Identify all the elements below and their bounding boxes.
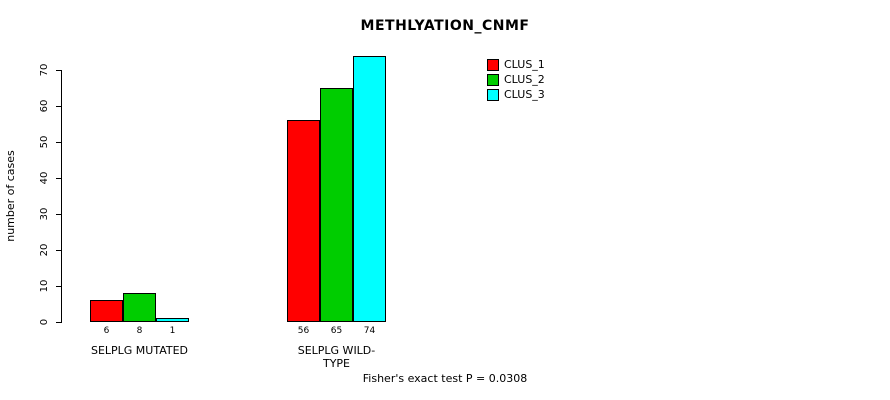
- y-tick-mark: [56, 178, 61, 179]
- bar-value-label: 8: [136, 326, 143, 336]
- legend-label: CLUS_2: [504, 73, 545, 86]
- legend-item-CLUS_1: CLUS_1: [487, 57, 545, 72]
- bar-CLUS_1: [90, 300, 123, 322]
- bar-value-label: 6: [103, 326, 110, 336]
- y-tick-mark: [56, 286, 61, 287]
- y-tick-mark: [56, 70, 61, 71]
- bar-CLUS_3: [353, 56, 386, 322]
- legend-swatch: [487, 73, 499, 86]
- y-tick-label: 20: [39, 243, 50, 257]
- legend-item-CLUS_3: CLUS_3: [487, 87, 545, 102]
- y-axis-line: [61, 70, 62, 323]
- y-tick-label: 0: [39, 318, 50, 326]
- y-tick-mark: [56, 142, 61, 143]
- x-group-label: SELPLG WILD-TYPE: [297, 344, 376, 370]
- footnote-text: Fisher's exact test P = 0.0308: [362, 372, 528, 385]
- bar-value-label: 1: [169, 326, 176, 336]
- y-tick-label: 30: [39, 207, 50, 221]
- y-tick-mark: [56, 322, 61, 323]
- y-tick-mark: [56, 106, 61, 107]
- bar-value-label: 74: [363, 326, 376, 336]
- legend-label: CLUS_1: [504, 58, 545, 71]
- y-tick-label: 10: [39, 279, 50, 293]
- y-tick-label: 60: [39, 99, 50, 113]
- chart-title: METHLYATION_CNMF: [360, 18, 530, 34]
- bar-CLUS_2: [123, 293, 156, 322]
- bar-value-label: 56: [297, 326, 310, 336]
- y-tick-label: 50: [39, 135, 50, 149]
- y-tick-mark: [56, 214, 61, 215]
- y-tick-mark: [56, 250, 61, 251]
- bar-CLUS_3: [156, 318, 189, 322]
- bar-value-label: 65: [330, 326, 343, 336]
- legend-item-CLUS_2: CLUS_2: [487, 72, 545, 87]
- y-axis-label: number of cases: [4, 150, 17, 242]
- y-tick-label: 40: [39, 171, 50, 185]
- legend-swatch: [487, 58, 499, 71]
- legend: CLUS_1 CLUS_2 CLUS_3: [487, 57, 545, 102]
- legend-swatch: [487, 88, 499, 101]
- y-tick-label: 70: [39, 63, 50, 77]
- x-group-label: SELPLG MUTATED: [90, 344, 189, 357]
- bar-CLUS_1: [287, 120, 320, 322]
- legend-label: CLUS_3: [504, 88, 545, 101]
- bar-CLUS_2: [320, 88, 353, 322]
